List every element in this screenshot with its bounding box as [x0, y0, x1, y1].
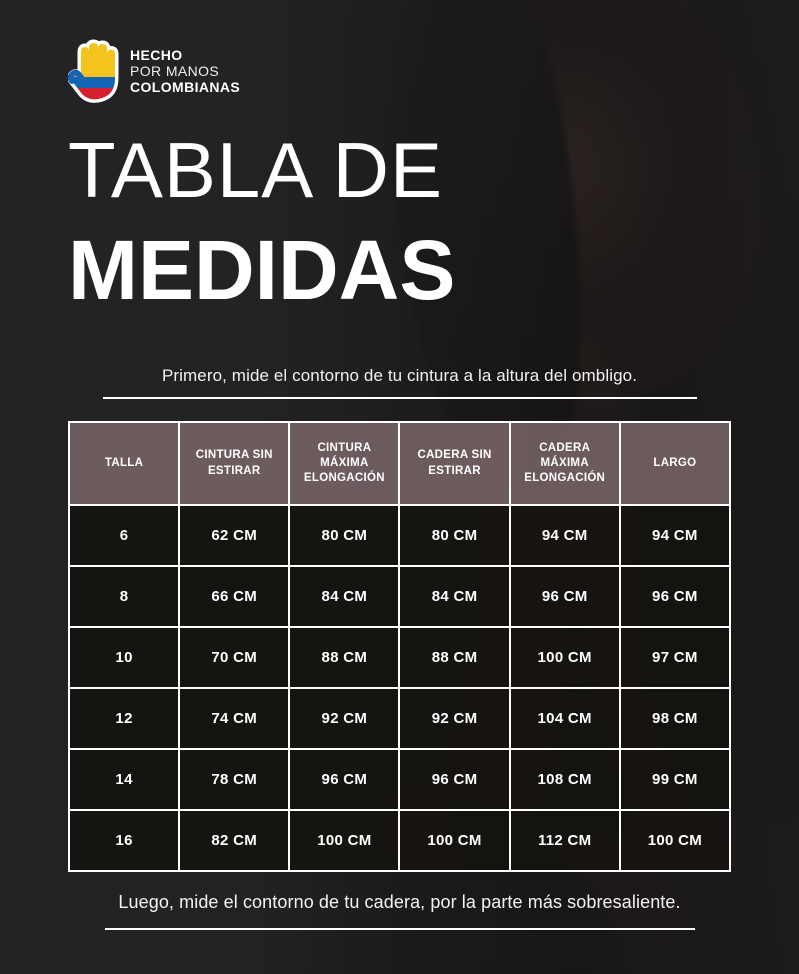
cell-cintura-maxima: 92 CM — [288, 687, 401, 750]
page-title-line-2: MEDIDAS — [68, 223, 456, 317]
cell-largo: 99 CM — [618, 748, 732, 811]
cell-talla: 8 — [67, 565, 181, 628]
cell-cadera-sin-estirar: 84 CM — [398, 565, 511, 628]
brand-logo: HECHO POR MANOS COLOMBIANAS — [68, 36, 240, 106]
cell-largo: 100 CM — [618, 809, 732, 872]
table-row: 14 78 CM 96 CM 96 CM 108 CM 99 CM — [67, 748, 732, 811]
cell-cadera-sin-estirar: 92 CM — [398, 687, 511, 750]
table-header-row: TALLA CINTURA SIN ESTIRAR CINTURA MÁXIMA… — [67, 421, 732, 506]
table-row: 12 74 CM 92 CM 92 CM 104 CM 98 CM — [67, 687, 732, 750]
cell-talla: 12 — [67, 687, 181, 750]
table-row: 10 70 CM 88 CM 88 CM 100 CM 97 CM — [67, 626, 732, 689]
cell-cadera-sin-estirar: 80 CM — [398, 504, 511, 567]
cell-cintura-maxima: 96 CM — [288, 748, 401, 811]
instruction-waist: Primero, mide el contorno de tu cintura … — [161, 366, 638, 385]
cell-cintura-sin-estirar: 62 CM — [178, 504, 291, 567]
cell-cadera-maxima: 104 CM — [508, 687, 621, 750]
column-header-largo: LARGO — [618, 421, 732, 506]
cell-cintura-maxima: 88 CM — [288, 626, 401, 689]
cell-largo: 98 CM — [618, 687, 732, 750]
cell-cintura-maxima: 100 CM — [288, 809, 401, 872]
cell-largo: 94 CM — [618, 504, 732, 567]
brand-logo-text: HECHO POR MANOS COLOMBIANAS — [130, 47, 240, 96]
cell-cintura-maxima: 80 CM — [288, 504, 401, 567]
cell-largo: 97 CM — [618, 626, 732, 689]
cell-cadera-sin-estirar: 100 CM — [398, 809, 511, 872]
cell-cadera-maxima: 100 CM — [508, 626, 621, 689]
table-row: 16 82 CM 100 CM 100 CM 112 CM 100 CM — [67, 809, 732, 872]
column-header-talla: TALLA — [67, 421, 181, 506]
cell-cadera-sin-estirar: 88 CM — [398, 626, 511, 689]
brand-line-1: HECHO — [130, 46, 183, 63]
cell-talla: 16 — [67, 809, 181, 872]
colombian-hand-icon — [68, 39, 119, 103]
cell-cintura-sin-estirar: 66 CM — [178, 565, 291, 628]
column-header-cadera-sin-estirar: CADERA SIN ESTIRAR — [398, 421, 511, 506]
cell-cadera-maxima: 94 CM — [508, 504, 621, 567]
brand-line-2: POR MANOS — [130, 62, 220, 79]
cell-cadera-sin-estirar: 96 CM — [398, 748, 511, 811]
column-header-cintura-sin-estirar: CINTURA SIN ESTIRAR — [178, 421, 291, 506]
divider-top — [103, 397, 697, 399]
divider-bottom — [105, 928, 695, 930]
cell-talla: 10 — [67, 626, 181, 689]
cell-talla: 14 — [67, 748, 181, 811]
cell-cintura-maxima: 84 CM — [288, 565, 401, 628]
cell-cadera-maxima: 96 CM — [508, 565, 621, 628]
table-row: 8 66 CM 84 CM 84 CM 96 CM 96 CM — [67, 565, 732, 628]
cell-largo: 96 CM — [618, 565, 732, 628]
column-header-cintura-maxima: CINTURA MÁXIMA ELONGACIÓN — [288, 421, 401, 506]
measurements-table: TALLA CINTURA SIN ESTIRAR CINTURA MÁXIMA… — [67, 421, 732, 872]
brand-line-3: COLOMBIANAS — [130, 79, 241, 96]
cell-cintura-sin-estirar: 70 CM — [178, 626, 291, 689]
cell-cintura-sin-estirar: 74 CM — [178, 687, 291, 750]
page-title-line-1: TABLA DE — [68, 126, 444, 214]
cell-cintura-sin-estirar: 78 CM — [178, 748, 291, 811]
column-header-cadera-maxima: CADERA MÁXIMA ELONGACIÓN — [508, 421, 621, 506]
cell-talla: 6 — [67, 504, 181, 567]
instruction-hip: Luego, mide el contorno de tu cadera, po… — [118, 892, 681, 912]
cell-cintura-sin-estirar: 82 CM — [178, 809, 291, 872]
cell-cadera-maxima: 112 CM — [508, 809, 621, 872]
table-row: 6 62 CM 80 CM 80 CM 94 CM 94 CM — [67, 504, 732, 567]
cell-cadera-maxima: 108 CM — [508, 748, 621, 811]
